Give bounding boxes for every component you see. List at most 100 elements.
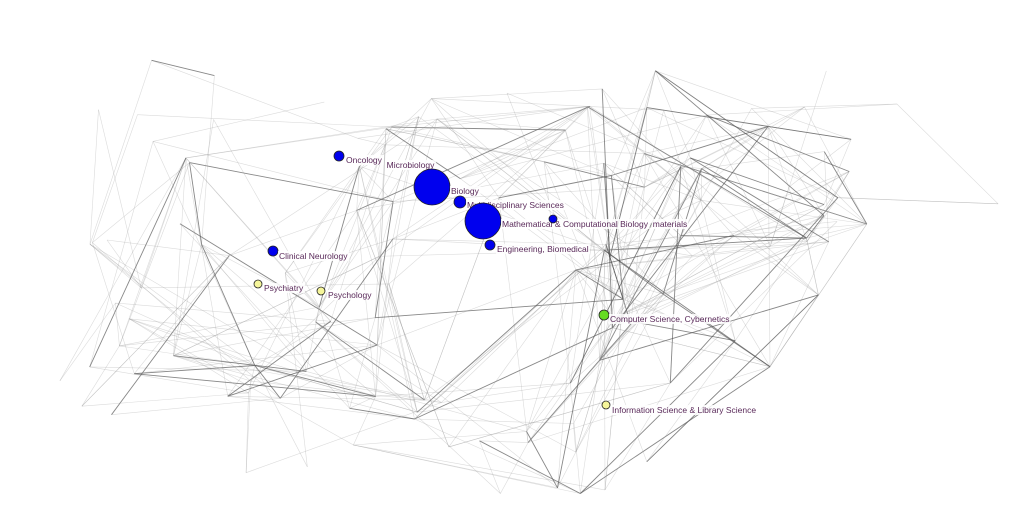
edge — [643, 153, 867, 225]
edge — [349, 317, 376, 409]
edge — [436, 118, 605, 251]
edge — [769, 223, 868, 367]
edge — [319, 201, 394, 308]
edge — [431, 98, 664, 111]
edge — [587, 106, 600, 361]
edge — [543, 161, 571, 384]
edge — [89, 243, 255, 366]
edge — [115, 302, 255, 366]
edge — [604, 299, 624, 490]
edge — [605, 244, 671, 384]
edge — [614, 204, 825, 319]
edge — [353, 444, 606, 491]
edge — [385, 144, 645, 154]
edge — [179, 223, 350, 409]
edge — [604, 241, 808, 251]
edge — [680, 166, 819, 296]
edge — [604, 237, 807, 251]
edge — [643, 153, 771, 367]
edge — [89, 243, 281, 399]
node-circle[interactable] — [548, 214, 558, 224]
edge — [119, 317, 376, 347]
edge — [448, 382, 671, 448]
node-microbiology[interactable]: Microbiology — [385, 160, 437, 170]
edge — [460, 114, 707, 179]
edge — [254, 365, 376, 397]
edge — [319, 118, 438, 308]
node-label: materials — [653, 219, 687, 229]
edge — [134, 365, 255, 375]
node-mathematical-computational-biology[interactable]: Mathematical & Computational Biology — [464, 202, 650, 240]
edge — [319, 98, 432, 308]
edge — [315, 321, 425, 401]
node-circle[interactable] — [316, 286, 326, 296]
edge — [573, 200, 702, 424]
edge — [644, 106, 805, 188]
node-clinical-neurology[interactable]: Clinical Neurology — [267, 245, 350, 261]
node-psychiatry[interactable]: Psychiatry — [253, 279, 305, 293]
edge — [229, 118, 438, 256]
edge — [129, 318, 378, 346]
edge — [630, 237, 807, 325]
node-circle[interactable] — [253, 279, 263, 289]
edge — [627, 166, 682, 246]
node-oncology[interactable]: Oncology — [333, 150, 384, 165]
edge — [604, 157, 691, 251]
edge — [414, 418, 574, 424]
edge — [479, 440, 529, 443]
edge — [376, 344, 576, 453]
edge — [527, 323, 632, 443]
edge — [173, 119, 214, 356]
edge — [526, 269, 577, 432]
edge — [644, 157, 691, 188]
edge — [769, 241, 829, 367]
node-materials[interactable]: materials — [548, 214, 689, 229]
node-computer-science-cybernetics[interactable]: Computer Science, Cybernetics — [598, 309, 731, 324]
edge — [391, 106, 588, 128]
edge — [587, 106, 807, 239]
node-biology[interactable]: Biology — [413, 168, 481, 206]
edge — [227, 396, 415, 420]
node-engineering-biomedical[interactable]: Engineering, Biomedical — [484, 239, 590, 254]
edge — [498, 106, 590, 199]
edge — [89, 243, 142, 289]
edge — [245, 392, 249, 473]
node-label: Computer Science, Cybernetics — [610, 314, 730, 324]
edge — [129, 318, 354, 446]
node-circle[interactable] — [484, 239, 496, 251]
edge — [663, 223, 867, 295]
edge — [140, 157, 187, 288]
edge — [614, 168, 702, 319]
edge — [460, 106, 590, 179]
edge — [605, 244, 632, 325]
edge — [111, 255, 230, 415]
edge — [644, 107, 648, 188]
node-psychology[interactable]: Psychology — [316, 286, 374, 300]
label-background — [609, 314, 731, 324]
edge — [392, 238, 606, 245]
node-information-science-library-science[interactable]: Information Science & Library Science — [601, 400, 758, 415]
edge — [575, 327, 613, 453]
node-label: Engineering, Biomedical — [497, 244, 589, 254]
edge — [391, 126, 545, 163]
edge — [284, 272, 308, 467]
edge — [319, 306, 350, 409]
edge — [460, 129, 566, 179]
edge — [414, 418, 581, 494]
node-circle[interactable] — [267, 245, 279, 257]
node-circle[interactable] — [333, 150, 345, 162]
node-multidisciplinary-sciences[interactable]: Multidisciplinary Sciences — [453, 195, 565, 210]
node-circle[interactable] — [413, 168, 451, 206]
edge — [500, 442, 529, 494]
edge — [250, 380, 442, 403]
node-circle[interactable] — [601, 400, 611, 410]
edge — [587, 106, 611, 258]
edge — [137, 114, 392, 128]
edge — [460, 178, 624, 300]
edge — [806, 215, 825, 239]
node-circle[interactable] — [453, 195, 467, 209]
node-circle[interactable] — [598, 309, 610, 321]
node-circle[interactable] — [464, 202, 502, 240]
edge — [589, 106, 808, 242]
edge — [557, 250, 605, 488]
